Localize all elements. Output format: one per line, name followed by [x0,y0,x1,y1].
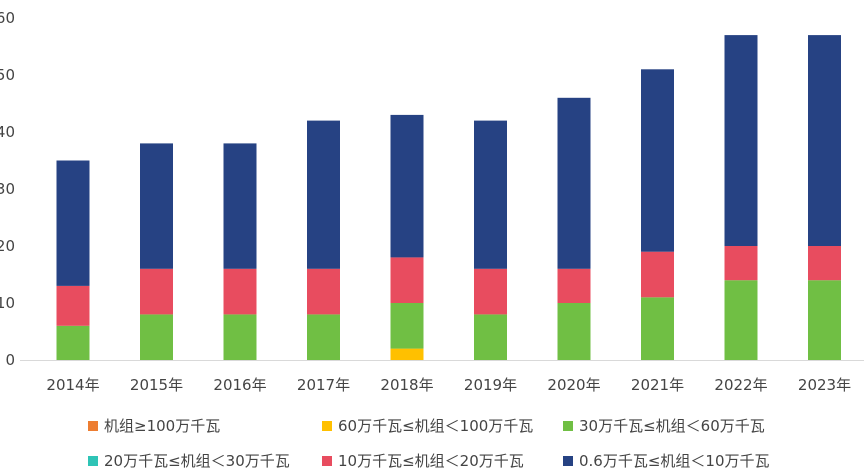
y-tick-label: 30 [0,180,15,198]
bar-segment [307,120,340,269]
bar-segment [390,348,424,360]
bar-segment [808,246,841,281]
y-tick-label: 40 [0,123,15,141]
x-tick-label: 2016年 [213,376,266,394]
y-tick-label: 0 [5,351,15,369]
x-tick-label: 2021年 [631,376,684,394]
x-axis-ticks: 2014年 2015年 2016年 2017年 2018年 2019年 2020年 2021年… [46,376,851,394]
x-tick-label: 2020年 [547,376,600,394]
y-tick-label: 10 [0,294,15,312]
bar-segment [557,268,591,303]
bar-segment [140,268,173,315]
x-tick-label: 2023年 [798,376,851,394]
y-tick-label: 60 [0,9,15,27]
bar-segment [56,325,90,360]
bar-segment [390,257,424,303]
bar-segment [390,303,424,349]
x-tick-label: 2019年 [464,376,517,394]
bar-segment [140,314,173,360]
bars [56,35,841,360]
bar-segment [557,303,591,360]
bar-segment [223,268,257,315]
bar-segment [307,268,340,315]
bar-segment [56,285,90,326]
y-tick-label: 20 [0,237,15,255]
bar-segment [641,297,674,360]
bar-segment [56,160,90,286]
bar-segment [223,143,257,269]
x-tick-label: 2014年 [46,376,99,394]
bar-segment [140,143,173,269]
x-tick-label: 2018年 [380,376,433,394]
bar-segment [641,251,674,298]
bar-segment [474,314,507,360]
bar-segment [474,268,507,315]
bar-segment [808,35,841,246]
bar-segment [724,246,758,281]
bar-segment [390,114,424,258]
x-tick-label: 2017年 [297,376,350,394]
bar-segment [474,120,507,269]
y-tick-label: 50 [0,66,15,84]
x-tick-label: 2022年 [714,376,767,394]
bar-segment [307,314,340,360]
bar-segment [557,97,591,269]
bar-segment [808,280,841,360]
bar-segment [223,314,257,360]
bar-segment [724,35,758,246]
bar-segment [724,280,758,360]
y-axis-ticks: 0 10 20 30 40 50 60 [0,9,15,369]
bar-segment [641,69,674,252]
x-tick-label: 2015年 [130,376,183,394]
